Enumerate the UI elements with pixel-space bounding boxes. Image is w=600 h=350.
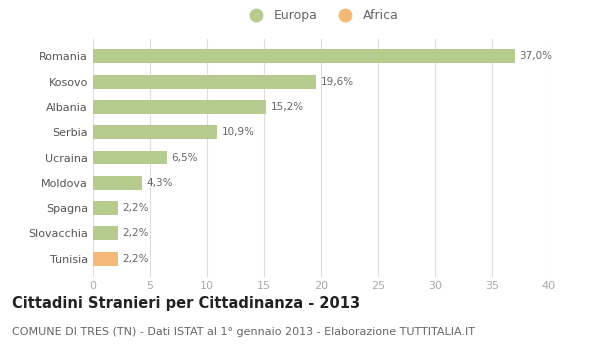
Text: 2,2%: 2,2% (122, 254, 149, 264)
Bar (93, 49, 515, 63)
Bar (93, 252, 118, 266)
Bar (93, 201, 118, 215)
Text: 37,0%: 37,0% (520, 51, 553, 61)
Text: 19,6%: 19,6% (321, 77, 354, 86)
Text: 2,2%: 2,2% (122, 203, 149, 213)
Text: 4,3%: 4,3% (146, 178, 173, 188)
Bar (93, 150, 167, 164)
Bar (93, 176, 142, 190)
Bar (93, 125, 217, 139)
Bar (93, 75, 316, 89)
Text: Cittadini Stranieri per Cittadinanza - 2013: Cittadini Stranieri per Cittadinanza - 2… (12, 296, 360, 311)
Text: 2,2%: 2,2% (122, 229, 149, 238)
Bar (93, 100, 266, 114)
Text: 6,5%: 6,5% (172, 153, 198, 162)
Text: COMUNE DI TRES (TN) - Dati ISTAT al 1° gennaio 2013 - Elaborazione TUTTITALIA.IT: COMUNE DI TRES (TN) - Dati ISTAT al 1° g… (12, 327, 475, 337)
Legend: Europa, Africa: Europa, Africa (239, 5, 403, 28)
Text: 10,9%: 10,9% (222, 127, 255, 137)
Text: 15,2%: 15,2% (271, 102, 304, 112)
Bar (93, 226, 118, 240)
